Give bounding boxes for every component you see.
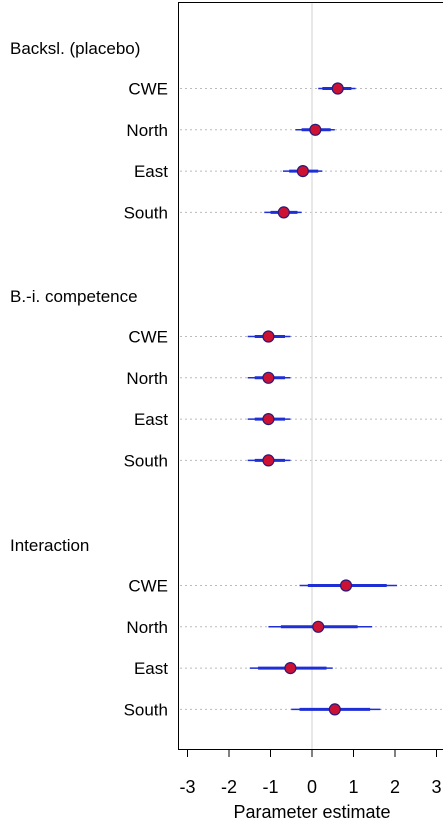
- plot-frame: [178, 2, 443, 750]
- row-label: CWE: [128, 80, 168, 99]
- x-tick-label: -2: [221, 777, 237, 797]
- group-label: Backsl. (placebo): [10, 39, 140, 58]
- row-label: South: [124, 451, 168, 470]
- point-estimate: [262, 454, 275, 467]
- row-label: North: [126, 618, 168, 637]
- group-label: Interaction: [10, 536, 89, 555]
- point-estimate: [331, 82, 344, 95]
- x-tick-label: 1: [348, 777, 358, 797]
- point-estimate: [339, 579, 353, 592]
- row-label: South: [124, 700, 168, 719]
- group-label: B.-i. competence: [10, 287, 138, 306]
- row-label: East: [134, 410, 168, 429]
- point-estimate: [328, 703, 341, 716]
- point-estimate: [309, 123, 322, 136]
- point-estimate: [277, 206, 290, 219]
- row-label: North: [126, 369, 168, 388]
- row-label: East: [134, 659, 168, 678]
- x-tick-label: -3: [179, 777, 195, 797]
- point-estimate: [262, 413, 275, 426]
- row-label: CWE: [128, 577, 168, 596]
- x-tick-label: 0: [307, 777, 317, 797]
- row-label: South: [124, 203, 168, 222]
- x-tick-label: 3: [431, 777, 441, 797]
- row-label: CWE: [128, 328, 168, 347]
- x-axis-title: Parameter estimate: [233, 802, 390, 822]
- point-estimate: [262, 330, 275, 343]
- point-estimate: [312, 620, 325, 633]
- x-tick-label: 2: [390, 777, 400, 797]
- row-label: East: [134, 162, 168, 181]
- point-estimate: [284, 661, 297, 675]
- x-tick-label: -1: [262, 777, 278, 797]
- row-label: North: [126, 121, 168, 140]
- point-estimate: [262, 371, 275, 384]
- point-estimate: [296, 165, 309, 178]
